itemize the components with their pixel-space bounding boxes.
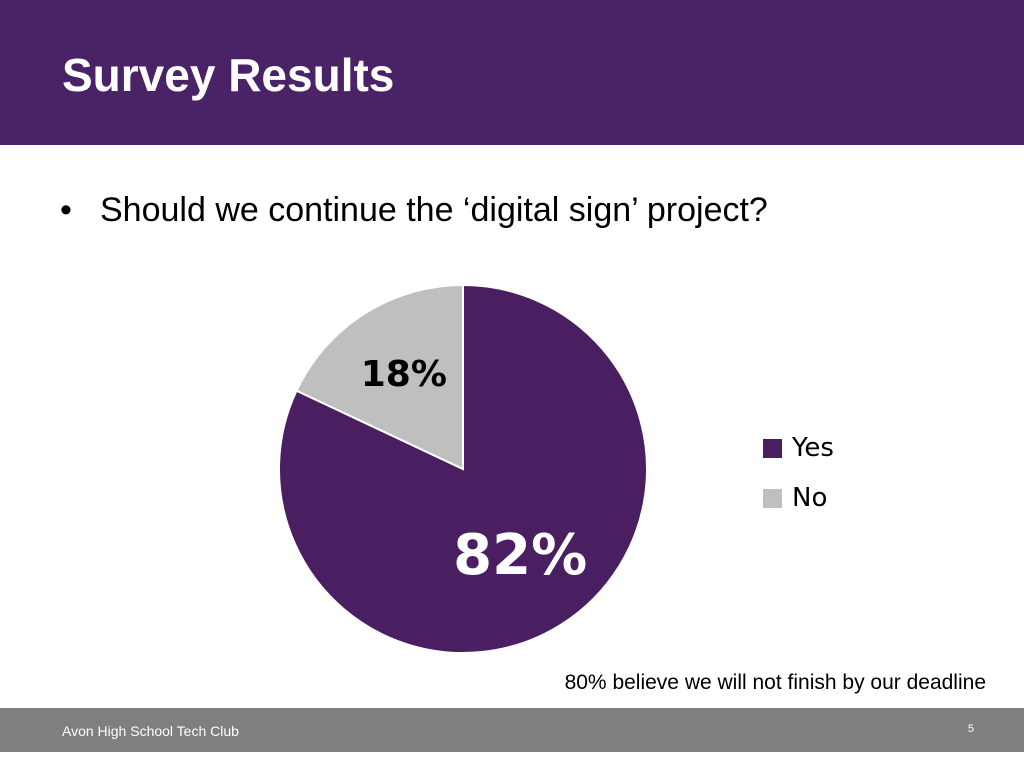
- footer-text: Avon High School Tech Club: [62, 723, 239, 739]
- legend-item-no: No: [763, 473, 834, 523]
- pie-slice-no: [295, 283, 464, 471]
- data-label-yes: 82%: [453, 523, 587, 588]
- title-bar: Survey Results: [0, 0, 1024, 145]
- footer-bar: Avon High School Tech Club 5: [0, 708, 1024, 752]
- chart-legend: Yes No: [763, 423, 834, 523]
- data-label-no: 18%: [361, 354, 447, 395]
- bullet-text: Should we continue the ‘digital sign’ pr…: [100, 191, 768, 229]
- legend-label-no: No: [792, 483, 828, 513]
- legend-swatch-yes: [763, 438, 782, 458]
- bullet-point: • Should we continue the ‘digital sign’ …: [60, 188, 768, 232]
- survey-note: 80% believe we will not finish by our de…: [564, 671, 986, 694]
- legend-item-yes: Yes: [763, 423, 834, 473]
- page-number: 5: [967, 723, 974, 735]
- legend-swatch-no: [763, 488, 782, 508]
- bullet-marker: •: [60, 191, 72, 229]
- slide-title: Survey Results: [62, 49, 395, 101]
- legend-label-yes: Yes: [792, 433, 834, 463]
